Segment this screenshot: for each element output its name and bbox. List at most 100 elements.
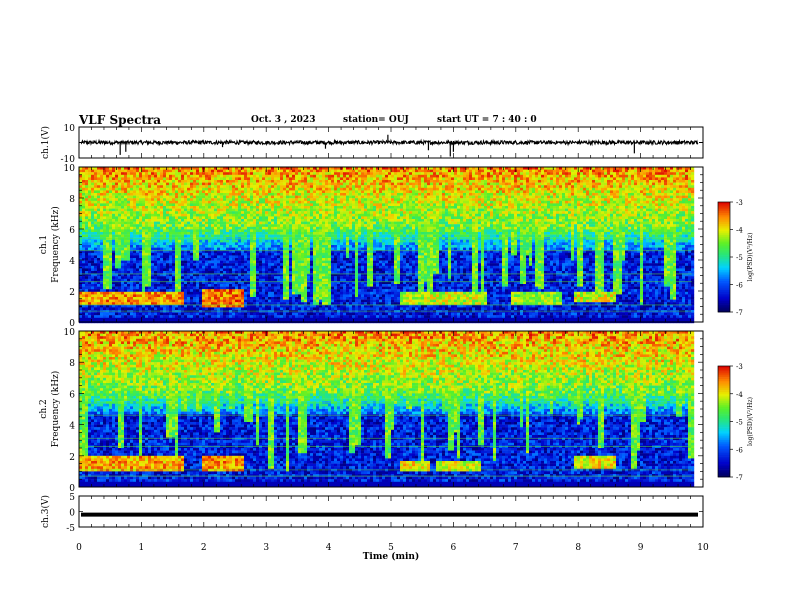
spectrogram-cell	[82, 242, 86, 246]
spectrogram-cell	[136, 315, 140, 318]
spectrogram-cell	[229, 167, 233, 170]
spectrogram-cell	[175, 312, 179, 316]
spectrogram-cell	[229, 250, 233, 253]
spectrogram-cell	[79, 200, 83, 204]
spectrogram-cell	[265, 273, 269, 277]
spectrogram-cell	[304, 312, 308, 316]
spectrogram-cell	[88, 307, 92, 311]
spectrogram-cell	[247, 229, 251, 233]
spectrogram-cell	[214, 206, 218, 209]
spectrogram-cell	[166, 232, 170, 235]
spectrogram-cell	[88, 174, 92, 178]
spectrogram-cell	[298, 190, 302, 194]
spectrogram-cell	[298, 286, 302, 290]
spectrogram-cell	[178, 187, 182, 191]
spectrogram-cell	[139, 297, 143, 300]
spectrogram-cell	[250, 169, 254, 173]
spectrogram-cell	[94, 221, 98, 225]
spectrogram-cell	[187, 229, 191, 233]
spectrogram-cell	[313, 250, 317, 253]
spectrogram-cell	[250, 213, 254, 217]
spectrogram-cell	[226, 182, 230, 186]
spectrogram-cell	[214, 286, 218, 290]
spectrogram-cell	[238, 239, 242, 243]
spectrogram-cell	[136, 252, 140, 256]
spectrogram-cell	[220, 226, 224, 230]
spectrogram-cell	[259, 226, 263, 230]
spectrogram-cell	[190, 219, 194, 222]
spectrogram-cell	[199, 187, 203, 191]
spectrogram-cell	[100, 193, 104, 196]
spectrogram-cell	[217, 229, 221, 233]
spectrogram-cell	[211, 289, 215, 292]
spectrogram-cell	[139, 169, 143, 173]
spectrogram-cell	[160, 224, 164, 227]
spectrogram-cell	[253, 304, 257, 308]
spectrogram-cell	[232, 268, 236, 272]
spectrogram-cell	[280, 224, 284, 227]
spectrogram-cell	[223, 276, 227, 279]
spectrogram-cell	[193, 302, 197, 305]
spectrogram-cell	[217, 167, 221, 170]
spectrogram-cell	[226, 174, 230, 178]
spectrogram-cell	[118, 304, 122, 308]
spectrogram-cell	[178, 252, 182, 256]
spectrogram-cell	[85, 299, 89, 303]
spectrogram-cell	[226, 273, 230, 277]
spectrogram-cell	[283, 273, 287, 277]
spectrogram-cell	[250, 198, 254, 201]
spectrogram-cell	[115, 294, 119, 298]
spectrogram-cell	[301, 187, 305, 191]
spectrogram-cell	[220, 260, 224, 264]
spectrogram-cell	[154, 302, 158, 305]
spectrogram-cell	[100, 177, 104, 181]
spectrogram-cell	[88, 203, 92, 207]
spectrogram-cell	[85, 276, 89, 279]
spectrogram-cell	[241, 169, 245, 173]
spectrogram-cell	[166, 169, 170, 173]
spectrogram-cell	[298, 297, 302, 300]
spectrogram-cell	[187, 242, 191, 246]
spectrogram-cell	[265, 169, 269, 173]
spectrogram-cell	[271, 307, 275, 311]
spectrogram-cell	[238, 304, 242, 308]
spectrogram-cell	[130, 221, 134, 225]
spectrogram-cell	[124, 260, 128, 264]
spectrogram-cell	[103, 182, 107, 186]
spectrogram-cell	[307, 250, 311, 253]
spectrogram-cell	[316, 203, 320, 207]
spectrogram-cell	[250, 221, 254, 225]
spectrogram-cell	[271, 190, 275, 194]
spectrogram-cell	[295, 312, 299, 316]
spectrogram-cell	[247, 172, 251, 175]
spectrogram-cell	[247, 245, 251, 248]
spectrogram-cell	[280, 219, 284, 222]
spectrogram-cell	[304, 268, 308, 272]
spectrogram-cell	[139, 286, 143, 290]
spectrogram-cell	[265, 263, 269, 266]
spectrogram-cell	[202, 239, 206, 243]
spectrogram-cell	[82, 255, 86, 259]
spectrogram-cell	[298, 260, 302, 264]
spectrogram-cell	[298, 182, 302, 186]
spectrogram-cell	[253, 216, 257, 220]
spectrogram-cell	[256, 278, 260, 282]
spectrogram-cell	[157, 180, 161, 183]
spectrogram-cell	[208, 213, 212, 217]
spectrogram-cell	[109, 317, 113, 321]
spectrogram-cell	[277, 260, 281, 264]
spectrogram-cell	[145, 239, 149, 243]
spectrogram-cell	[277, 294, 281, 298]
spectrogram-cell	[112, 297, 116, 300]
spectrogram-cell	[289, 247, 293, 251]
spectrogram-cell	[94, 252, 98, 256]
spectrogram-cell	[301, 284, 305, 287]
spectrogram-cell	[295, 245, 299, 248]
spectrogram-cell	[232, 297, 236, 300]
spectrogram-cell	[136, 289, 140, 292]
spectrogram-cell	[115, 211, 119, 214]
spectrogram-cell	[103, 299, 107, 303]
spectrogram-cell	[199, 247, 203, 251]
spectrogram-cell	[190, 200, 194, 204]
spectrogram-cell	[232, 299, 236, 303]
